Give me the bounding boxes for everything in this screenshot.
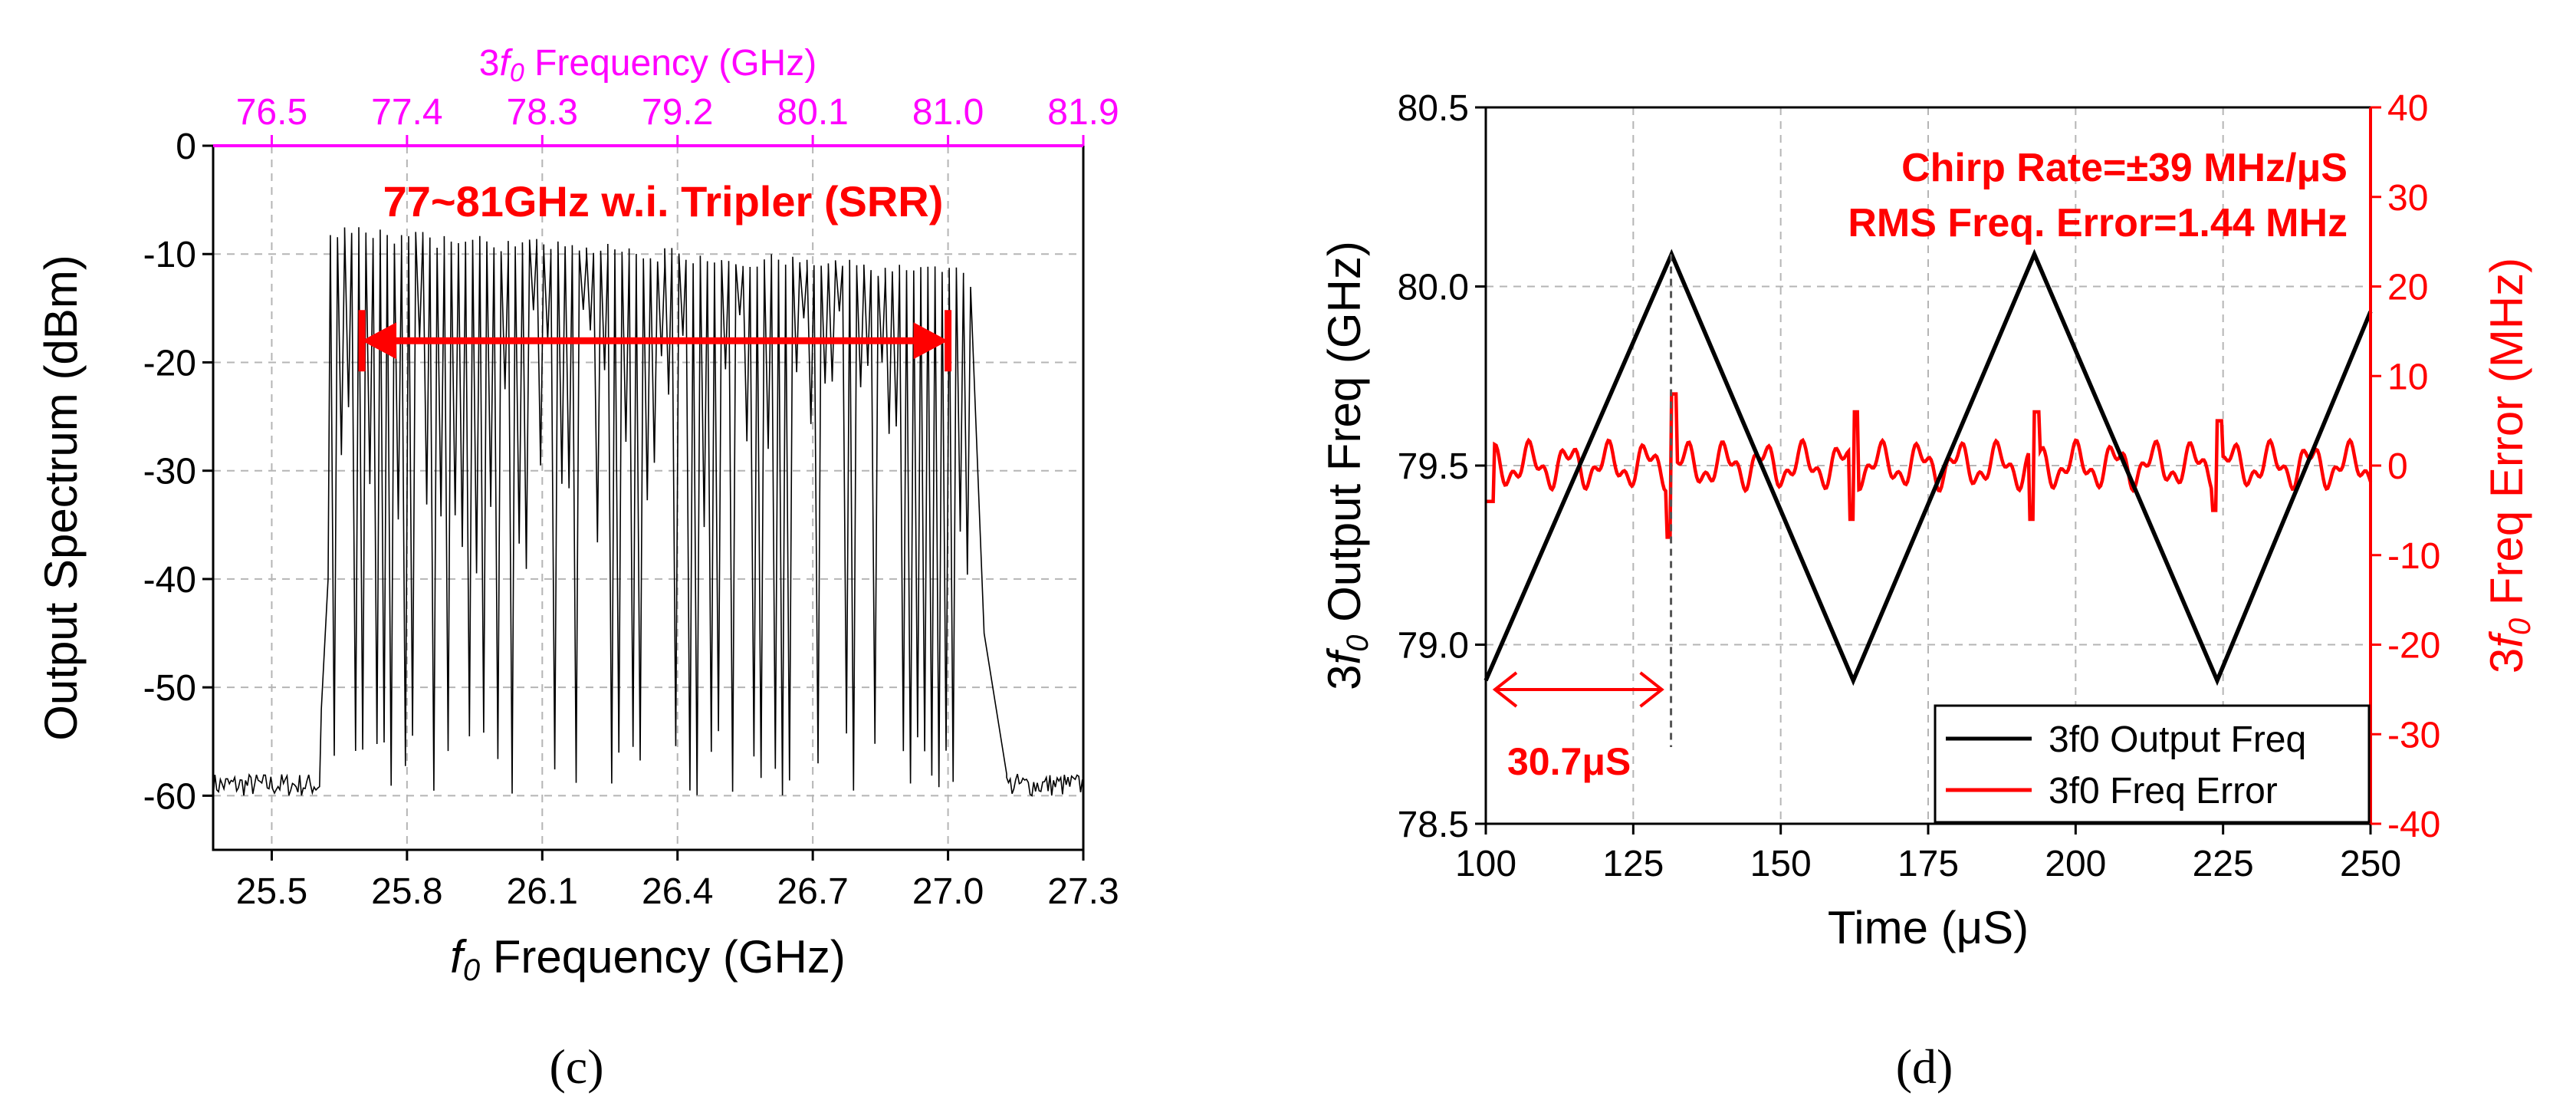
d-xtick: 125 bbox=[1602, 844, 1664, 884]
panel-d-legend: 3f0 Output Freq 3f0 Freq Error bbox=[1934, 704, 2371, 824]
c-ytick: -40 bbox=[143, 560, 196, 601]
panel-c: 25.5 25.8 26.1 26.4 26.7 27.0 27.3 0 -10… bbox=[35, 43, 1119, 1094]
c-toptick: 77.4 bbox=[371, 92, 442, 133]
d-ytick-left: 79.0 bbox=[1398, 626, 1469, 667]
d-xtick: 150 bbox=[1750, 844, 1812, 884]
legend-label-freq-error: 3f0 Freq Error bbox=[2049, 771, 2278, 811]
panel-d-x-tick-labels: 100 125 150 175 200 225 250 bbox=[1455, 844, 2401, 884]
panel-d-annotation-chirp: Chirp Rate=±39 MHz/μS bbox=[1901, 146, 2348, 190]
panel-c-label: (c) bbox=[549, 1039, 603, 1094]
d-ytick-right: -20 bbox=[2387, 626, 2440, 667]
panel-c-annotation: 77~81GHz w.i. Tripler (SRR) bbox=[383, 177, 944, 226]
panel-d-left-tick-labels: 78.5 79.0 79.5 80.0 80.5 bbox=[1398, 88, 1469, 845]
panel-d-annotation-rms: RMS Freq. Error=1.44 MHz bbox=[1848, 201, 2348, 245]
d-xtick: 225 bbox=[2193, 844, 2254, 884]
panel-d-left-axis-title: 3f0 Output Freq (GHz) bbox=[1319, 241, 1375, 690]
c-toptick: 81.0 bbox=[912, 92, 984, 133]
panel-c-band-arrow bbox=[358, 310, 952, 372]
c-ytick: -20 bbox=[143, 343, 196, 384]
d-arrow-head-left bbox=[1492, 671, 1518, 708]
c-xtick: 26.7 bbox=[777, 871, 848, 912]
d-xtick: 175 bbox=[1898, 844, 1959, 884]
c-arrow-head-left bbox=[362, 322, 397, 360]
d-ytick-right: 20 bbox=[2387, 268, 2428, 308]
c-toptick: 78.3 bbox=[507, 92, 578, 133]
c-toptick: 76.5 bbox=[236, 92, 307, 133]
panel-c-x-axis-title: f0 Frequency (GHz) bbox=[450, 931, 846, 987]
panel-d-right-axis-title: 3f0 Freq Error (MHz) bbox=[2481, 258, 2537, 673]
d-ytick-left: 79.5 bbox=[1398, 446, 1469, 487]
panel-d-ticks bbox=[1475, 106, 2381, 835]
panel-c-top-tick-labels: 76.5 77.4 78.3 79.2 80.1 81.0 81.9 bbox=[236, 92, 1119, 133]
panel-c-ticks bbox=[202, 135, 1085, 861]
panel-d-right-tick-labels: 40 30 20 10 0 -10 -20 -30 -40 bbox=[2387, 88, 2440, 845]
panel-c-y-axis-title: Output Spectrum (dBm) bbox=[35, 255, 87, 741]
c-ytick: -50 bbox=[143, 668, 196, 709]
d-ytick-left: 78.5 bbox=[1398, 805, 1469, 845]
d-arrow-head-right bbox=[1639, 671, 1664, 708]
c-arrow-head-right bbox=[913, 322, 948, 360]
legend-label-output-freq: 3f0 Output Freq bbox=[2049, 719, 2306, 760]
panel-d-freq-error-line bbox=[1486, 392, 2373, 539]
panel-d-label: (d) bbox=[1896, 1039, 1953, 1094]
c-toptick: 80.1 bbox=[777, 92, 848, 133]
d-ytick-left: 80.0 bbox=[1398, 268, 1469, 308]
c-xtick: 27.3 bbox=[1047, 871, 1119, 912]
d-ytick-left: 80.5 bbox=[1398, 88, 1469, 129]
d-ytick-right: 30 bbox=[2387, 178, 2428, 219]
d-xtick: 250 bbox=[2340, 844, 2401, 884]
d-xtick: 200 bbox=[2045, 844, 2106, 884]
c-xtick: 25.8 bbox=[371, 871, 442, 912]
d-ytick-right: 40 bbox=[2387, 88, 2428, 129]
panel-d: 100 125 150 175 200 225 250 78.5 79.0 79… bbox=[1319, 88, 2537, 1094]
c-xtick: 26.1 bbox=[507, 871, 578, 912]
legend-box bbox=[1934, 704, 2371, 824]
panel-c-spectrum-trace bbox=[212, 227, 1083, 797]
panel-d-period-label: 30.7μS bbox=[1507, 740, 1631, 783]
c-xtick: 26.4 bbox=[642, 871, 713, 912]
panel-c-x-tick-labels: 25.5 25.8 26.1 26.4 26.7 27.0 27.3 bbox=[236, 871, 1119, 912]
d-ytick-right: -10 bbox=[2387, 536, 2440, 577]
c-xtick: 27.0 bbox=[912, 871, 984, 912]
panel-d-output-freq-line bbox=[1484, 249, 2373, 686]
d-ytick-right: 10 bbox=[2387, 357, 2428, 397]
c-ytick: -10 bbox=[143, 235, 196, 275]
c-toptick: 81.9 bbox=[1047, 92, 1119, 133]
c-ytick: -30 bbox=[143, 452, 196, 492]
panel-d-x-axis-title: Time (μS) bbox=[1828, 902, 2029, 953]
c-ytick: 0 bbox=[176, 127, 196, 167]
panel-c-top-axis-title: 3f0 Frequency (GHz) bbox=[479, 43, 816, 87]
panel-d-period-arrow bbox=[1492, 671, 1664, 708]
c-toptick: 79.2 bbox=[642, 92, 713, 133]
panel-c-y-tick-labels: 0 -10 -20 -30 -40 -50 -60 bbox=[143, 127, 196, 817]
c-xtick: 25.5 bbox=[236, 871, 307, 912]
d-ytick-right: 0 bbox=[2387, 446, 2408, 487]
d-xtick: 100 bbox=[1455, 844, 1516, 884]
d-ytick-right: -30 bbox=[2387, 715, 2440, 756]
d-ytick-right: -40 bbox=[2387, 805, 2440, 845]
c-ytick: -60 bbox=[143, 776, 196, 817]
